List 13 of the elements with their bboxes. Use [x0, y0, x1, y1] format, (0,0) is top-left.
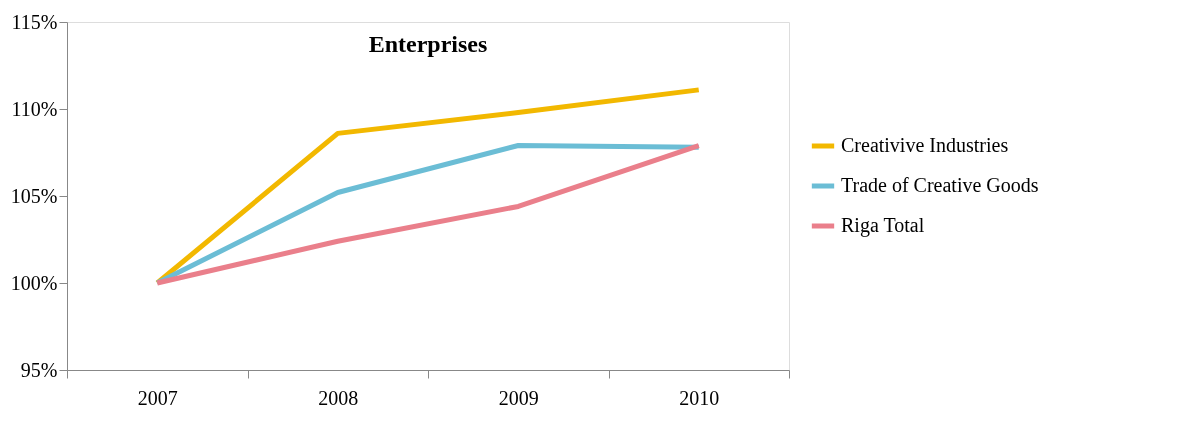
x-tick-label: 2010	[679, 386, 720, 409]
chart-title: Enterprises	[368, 31, 488, 57]
y-tick-label: 115%	[11, 10, 58, 33]
x-tick-label: 2009	[498, 386, 539, 409]
legend-label: Trade of Creative Goods	[841, 174, 1039, 196]
y-tick-label: 105%	[10, 184, 58, 207]
x-tick-label: 2008	[318, 386, 359, 409]
legend-label: Creativive Industries	[841, 134, 1009, 156]
legend-label: Riga Total	[841, 214, 925, 237]
y-tick-label: 110%	[11, 97, 58, 120]
x-tick-label: 2007	[137, 386, 178, 409]
y-tick-label: 95%	[20, 358, 58, 381]
y-tick-label: 100%	[10, 271, 58, 294]
